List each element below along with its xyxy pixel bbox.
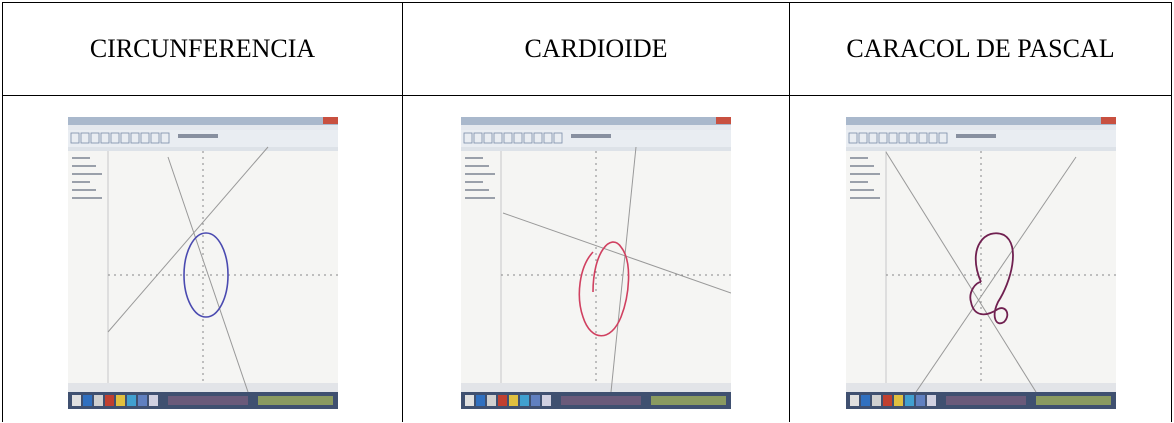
screenshot-detail xyxy=(94,395,103,406)
screenshot-detail xyxy=(487,395,496,406)
screenshot-detail xyxy=(68,383,338,392)
image-cell xyxy=(403,96,790,423)
screenshot-detail xyxy=(927,395,936,406)
screenshot-detail xyxy=(68,125,338,130)
screenshot xyxy=(461,117,731,409)
screenshot-detail xyxy=(561,396,641,405)
screenshot-detail xyxy=(168,396,248,405)
header-row: CIRCUNFERENCIA CARDIOIDE CARACOL DE PASC… xyxy=(3,3,1172,96)
screenshot-detail xyxy=(850,181,868,183)
header-cell: CARDIOIDE xyxy=(403,3,790,96)
screenshot-detail xyxy=(465,189,489,191)
screenshot-detail xyxy=(68,130,338,147)
screenshot-detail xyxy=(127,395,136,406)
header-cell: CIRCUNFERENCIA xyxy=(3,3,403,96)
screenshot-detail xyxy=(542,395,551,406)
image-cell xyxy=(3,96,403,423)
screenshot-detail xyxy=(846,125,1116,130)
screenshot xyxy=(68,117,338,409)
screenshot-detail xyxy=(956,134,996,138)
image-row xyxy=(3,96,1172,423)
screenshot-detail xyxy=(509,395,518,406)
screenshot-detail xyxy=(178,134,218,138)
image-cell xyxy=(790,96,1172,423)
page: CIRCUNFERENCIA CARDIOIDE CARACOL DE PASC… xyxy=(0,0,1174,423)
screenshot-detail xyxy=(83,395,92,406)
screenshot-detail xyxy=(258,396,333,405)
screenshot-detail xyxy=(149,395,158,406)
screenshot-detail xyxy=(846,383,1116,392)
screenshot-detail xyxy=(571,134,611,138)
screenshot-detail xyxy=(846,130,1116,147)
screenshot-detail xyxy=(72,181,90,183)
screenshot-detail xyxy=(138,395,147,406)
screenshot-detail xyxy=(850,197,880,199)
screenshot-detail xyxy=(465,395,474,406)
screenshot-detail xyxy=(116,395,125,406)
screenshot-detail xyxy=(68,117,338,125)
screenshot-detail xyxy=(850,173,880,175)
screenshot-detail xyxy=(476,395,485,406)
screenshot-detail xyxy=(846,117,1116,125)
screenshot-detail xyxy=(850,395,859,406)
screenshot-detail xyxy=(883,395,892,406)
screenshot-detail xyxy=(1101,117,1116,124)
screenshot-detail xyxy=(105,395,114,406)
screenshot-detail xyxy=(520,395,529,406)
screenshot-detail xyxy=(846,147,1116,151)
screenshot-detail xyxy=(850,165,874,167)
screenshot-detail xyxy=(1036,396,1111,405)
screenshot-detail xyxy=(461,117,731,125)
screenshot-detail xyxy=(905,395,914,406)
screenshot-detail xyxy=(323,117,338,124)
screenshot-detail xyxy=(461,147,731,151)
header-cell: CARACOL DE PASCAL xyxy=(790,3,1172,96)
screenshot-detail xyxy=(465,157,483,159)
screenshot-detail xyxy=(894,395,903,406)
screenshot-detail xyxy=(72,395,81,406)
screenshot-detail xyxy=(861,395,870,406)
screenshot-detail xyxy=(465,173,495,175)
screenshot-detail xyxy=(850,189,874,191)
screenshot-detail xyxy=(68,147,338,151)
screenshot-detail xyxy=(461,383,731,392)
screenshot-detail xyxy=(946,396,1026,405)
screenshot-detail xyxy=(651,396,726,405)
screenshot-detail xyxy=(72,173,102,175)
screenshot-detail xyxy=(872,395,881,406)
screenshot-detail xyxy=(916,395,925,406)
curves-table: CIRCUNFERENCIA CARDIOIDE CARACOL DE PASC… xyxy=(2,2,1172,422)
screenshot-detail xyxy=(461,125,731,130)
screenshot xyxy=(846,117,1116,409)
screenshot-detail xyxy=(72,165,96,167)
screenshot-detail xyxy=(465,181,483,183)
screenshot-detail xyxy=(716,117,731,124)
screenshot-detail xyxy=(498,395,507,406)
screenshot-detail xyxy=(72,197,102,199)
screenshot-detail xyxy=(72,157,90,159)
screenshot-detail xyxy=(465,197,495,199)
screenshot-detail xyxy=(72,189,96,191)
screenshot-detail xyxy=(465,165,489,167)
screenshot-detail xyxy=(461,130,731,147)
screenshot-detail xyxy=(531,395,540,406)
screenshot-detail xyxy=(850,157,868,159)
